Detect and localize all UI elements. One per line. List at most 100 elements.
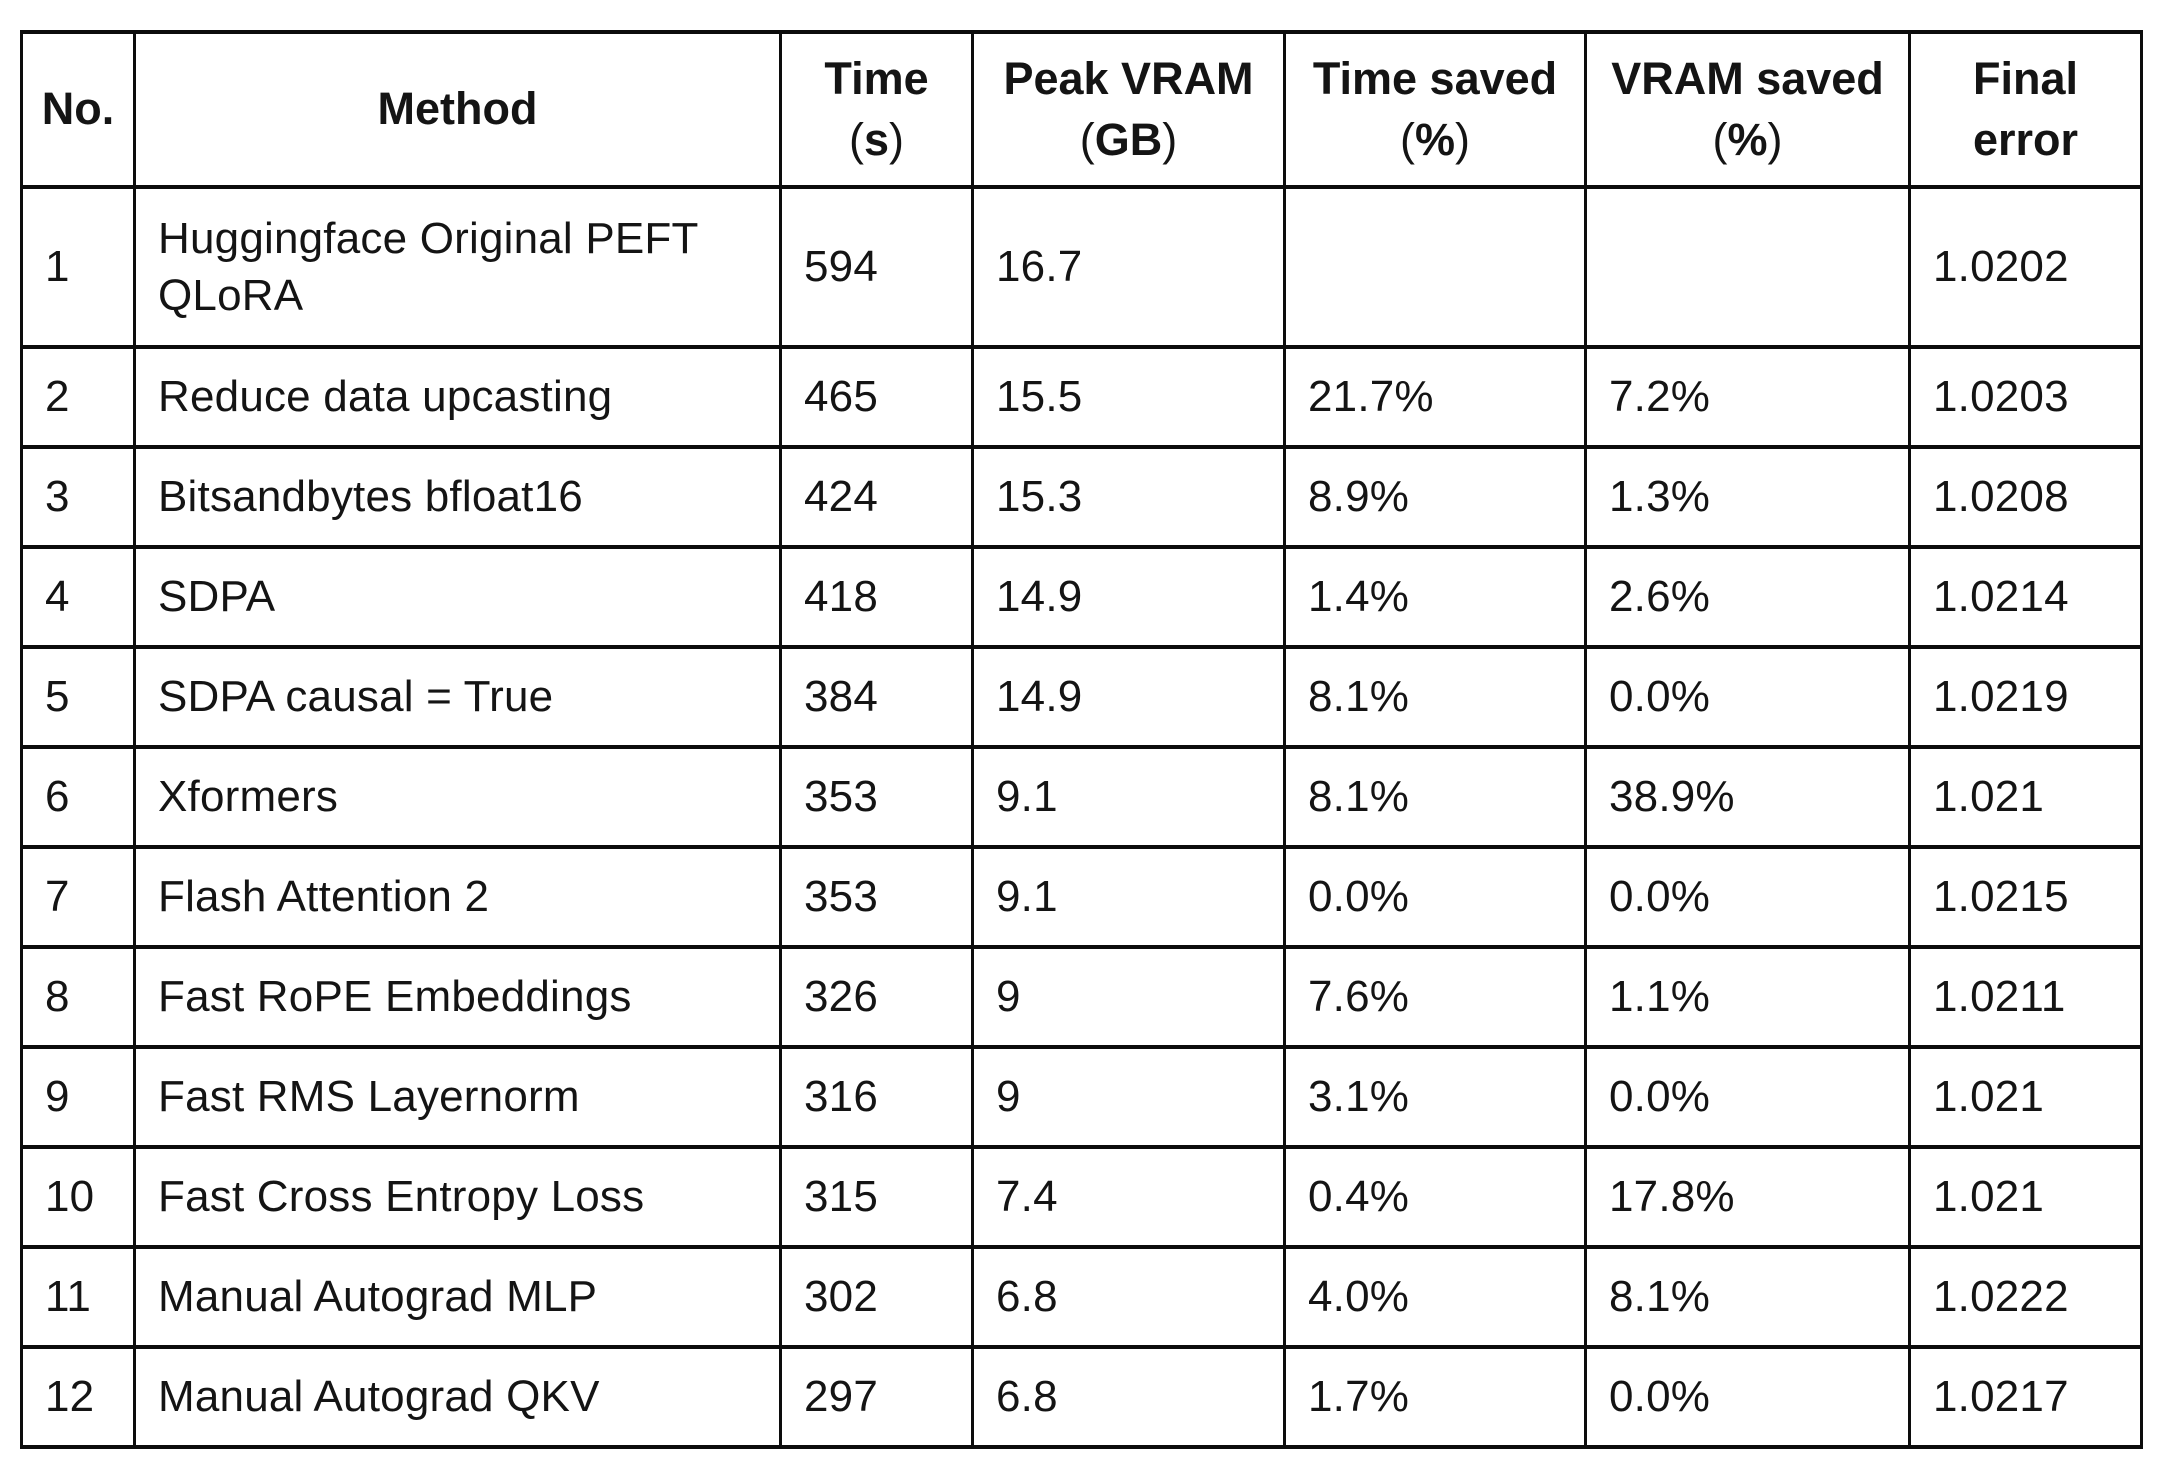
table-row: 10 Fast Cross Entropy Loss 315 7.4 0.4% 17.8%… [20, 1145, 2143, 1249]
header-cell-peak-vram: Peak VRAM (GB) [971, 30, 1286, 189]
benchmark-table-container: No. Method Time (s) Peak VRAM (GB) Time saved (… [20, 30, 2143, 1449]
cell-peak-vram: 9 [971, 1045, 1286, 1149]
cell-peak-vram: 9.1 [971, 845, 1286, 949]
cell-no: 4 [20, 545, 136, 649]
cell-time: 316 [779, 1045, 974, 1149]
table-row: 11 Manual Autograd MLP 302 6.8 4.0% 8.1% 1.022… [20, 1245, 2143, 1349]
header-cell-final-error: Final error [1908, 30, 2143, 189]
cell-peak-vram: 15.5 [971, 345, 1286, 449]
cell-vram-saved: 1.3% [1584, 445, 1911, 549]
table-row: 9 Fast RMS Layernorm 316 9 3.1% 0.0% 1.021 [20, 1045, 2143, 1149]
cell-method: Flash Attention 2 [133, 845, 782, 949]
header-cell-time: Time (s) [779, 30, 974, 189]
cell-time: 353 [779, 745, 974, 849]
cell-time-saved: 4.0% [1283, 1245, 1587, 1349]
table-row: 3 Bitsandbytes bfloat16 424 15.3 8.9% 1.3% 1.0… [20, 445, 2143, 549]
table-row: 1 Huggingface Original PEFT QLoRA 594 16.7 1… [20, 185, 2143, 349]
cell-time-saved [1283, 185, 1587, 349]
header-unit: (%) [1399, 113, 1470, 165]
cell-time-saved: 0.0% [1283, 845, 1587, 949]
cell-no: 3 [20, 445, 136, 549]
cell-time: 315 [779, 1145, 974, 1249]
cell-final-error: 1.0222 [1908, 1245, 2143, 1349]
cell-vram-saved: 0.0% [1584, 845, 1911, 949]
cell-time-saved: 8.1% [1283, 645, 1587, 749]
cell-method: Manual Autograd QKV [133, 1345, 782, 1449]
table-body: 1 Huggingface Original PEFT QLoRA 594 16.7 1… [20, 185, 2143, 1449]
cell-final-error: 1.021 [1908, 1045, 2143, 1149]
cell-no: 11 [20, 1245, 136, 1349]
cell-time-saved: 8.1% [1283, 745, 1587, 849]
cell-method: Fast Cross Entropy Loss [133, 1145, 782, 1249]
header-label: Final [1972, 53, 2078, 105]
cell-vram-saved: 0.0% [1584, 645, 1911, 749]
cell-method: SDPA causal = True [133, 645, 782, 749]
cell-vram-saved [1584, 185, 1911, 349]
cell-method: Reduce data upcasting [133, 345, 782, 449]
cell-vram-saved: 38.9% [1584, 745, 1911, 849]
cell-time: 353 [779, 845, 974, 949]
cell-no: 2 [20, 345, 136, 449]
cell-peak-vram: 9.1 [971, 745, 1286, 849]
cell-no: 6 [20, 745, 136, 849]
cell-no: 8 [20, 945, 136, 1049]
cell-time-saved: 8.9% [1283, 445, 1587, 549]
header-label: No. [41, 83, 115, 135]
cell-final-error: 1.0215 [1908, 845, 2143, 949]
cell-final-error: 1.0208 [1908, 445, 2143, 549]
benchmark-table: No. Method Time (s) Peak VRAM (GB) Time saved (… [20, 30, 2143, 1449]
cell-time: 384 [779, 645, 974, 749]
table-row: 12 Manual Autograd QKV 297 6.8 1.7% 0.0% 1.021… [20, 1345, 2143, 1449]
table-row: 7 Flash Attention 2 353 9.1 0.0% 0.0% 1.0215 [20, 845, 2143, 949]
cell-method: Fast RMS Layernorm [133, 1045, 782, 1149]
cell-time-saved: 21.7% [1283, 345, 1587, 449]
cell-method: Xformers [133, 745, 782, 849]
cell-final-error: 1.0217 [1908, 1345, 2143, 1449]
cell-final-error: 1.0202 [1908, 185, 2143, 349]
header-label: Time saved [1312, 53, 1558, 105]
cell-time: 326 [779, 945, 974, 1049]
cell-final-error: 1.021 [1908, 1145, 2143, 1249]
cell-peak-vram: 14.9 [971, 645, 1286, 749]
cell-final-error: 1.0203 [1908, 345, 2143, 449]
cell-time: 418 [779, 545, 974, 649]
cell-no: 10 [20, 1145, 136, 1249]
header-unit: (s) [848, 113, 905, 165]
cell-time-saved: 0.4% [1283, 1145, 1587, 1249]
cell-method: SDPA [133, 545, 782, 649]
cell-no: 7 [20, 845, 136, 949]
cell-vram-saved: 0.0% [1584, 1345, 1911, 1449]
cell-peak-vram: 7.4 [971, 1145, 1286, 1249]
header-label: Time [824, 53, 929, 105]
cell-time: 465 [779, 345, 974, 449]
header-unit: (%) [1712, 113, 1783, 165]
cell-method: Fast RoPE Embeddings [133, 945, 782, 1049]
header-label: Peak VRAM [1003, 53, 1254, 105]
header-cell-vram-saved: VRAM saved (%) [1584, 30, 1911, 189]
cell-peak-vram: 6.8 [971, 1345, 1286, 1449]
cell-no: 9 [20, 1045, 136, 1149]
cell-time: 594 [779, 185, 974, 349]
table-header: No. Method Time (s) Peak VRAM (GB) Time saved (… [20, 30, 2143, 189]
header-cell-method: Method [133, 30, 782, 189]
header-cell-no: No. [20, 30, 136, 189]
table-row: 4 SDPA 418 14.9 1.4% 2.6% 1.0214 [20, 545, 2143, 649]
cell-time-saved: 7.6% [1283, 945, 1587, 1049]
table-row: 8 Fast RoPE Embeddings 326 9 7.6% 1.1% 1.0211 [20, 945, 2143, 1049]
cell-time: 302 [779, 1245, 974, 1349]
cell-peak-vram: 14.9 [971, 545, 1286, 649]
cell-final-error: 1.0211 [1908, 945, 2143, 1049]
table-row: 2 Reduce data upcasting 465 15.5 21.7% 7.2% 1.… [20, 345, 2143, 449]
cell-time-saved: 3.1% [1283, 1045, 1587, 1149]
cell-vram-saved: 0.0% [1584, 1045, 1911, 1149]
cell-final-error: 1.021 [1908, 745, 2143, 849]
cell-peak-vram: 15.3 [971, 445, 1286, 549]
cell-vram-saved: 2.6% [1584, 545, 1911, 649]
header-label: Method [377, 83, 538, 135]
cell-peak-vram: 16.7 [971, 185, 1286, 349]
cell-method: Manual Autograd MLP [133, 1245, 782, 1349]
cell-no: 5 [20, 645, 136, 749]
cell-method: Huggingface Original PEFT QLoRA [133, 185, 782, 349]
cell-peak-vram: 6.8 [971, 1245, 1286, 1349]
cell-no: 12 [20, 1345, 136, 1449]
